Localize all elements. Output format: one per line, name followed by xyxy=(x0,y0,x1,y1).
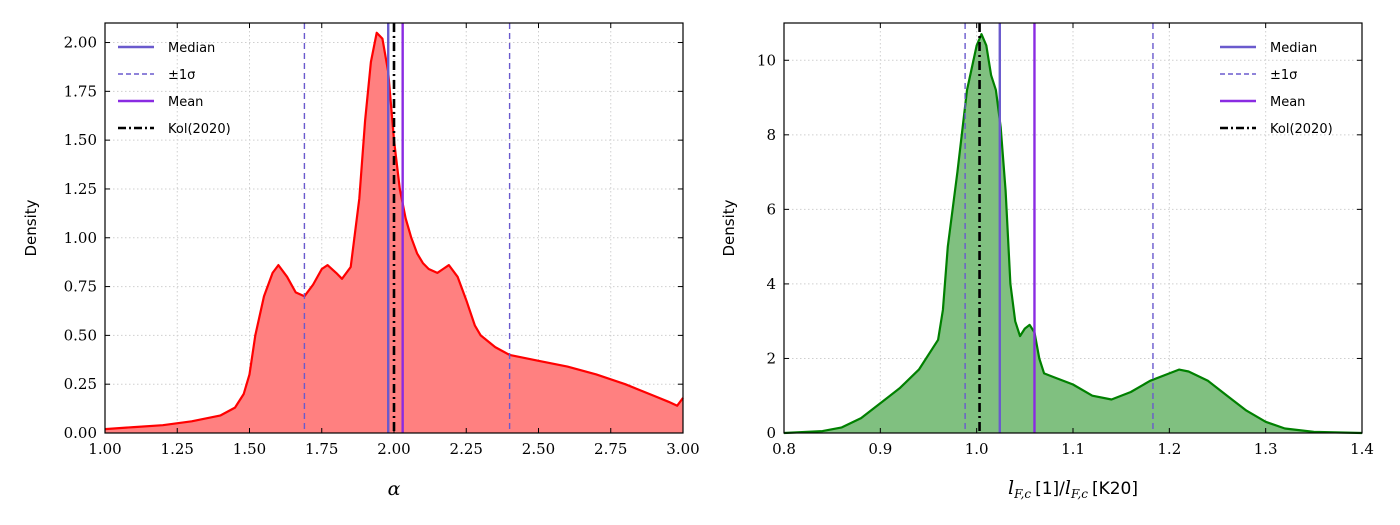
y-tick-label: 0.50 xyxy=(64,326,97,344)
right-grid xyxy=(783,23,1363,434)
left-chart: 1.00 1.25 1.50 1.75 2.00 2.25 2.50 2.75 3.00 0.00… xyxy=(22,22,700,500)
legend-label: Mean xyxy=(1270,95,1305,110)
x-tick-label: 2.25 xyxy=(450,440,483,458)
legend-label: Median xyxy=(1270,41,1317,56)
x-label-mid: [1]/ xyxy=(1035,479,1065,499)
right-x-axis-label: lF,c [1]/lF,c [K20] xyxy=(1008,477,1138,501)
x-tick-label: 1.2 xyxy=(1157,440,1181,458)
x-tick-label: 2.75 xyxy=(594,440,627,458)
x-tick-label: 0.9 xyxy=(868,440,892,458)
x-tick-label: 1.3 xyxy=(1254,440,1278,458)
x-tick-label: 1.4 xyxy=(1350,440,1374,458)
x-label-l1: l xyxy=(1008,477,1014,499)
right-ticks: 0.8 0.9 1.0 1.1 1.2 1.3 1.4 0 2 4 6 8 10 xyxy=(757,23,1374,458)
x-tick-label: 1.1 xyxy=(1061,440,1085,458)
x-tick-label: 0.8 xyxy=(772,440,796,458)
y-tick-label: 0.75 xyxy=(64,278,97,296)
x-tick-label: 1.25 xyxy=(161,440,194,458)
y-tick-label: 0 xyxy=(766,424,776,442)
y-tick-label: 4 xyxy=(766,275,776,293)
x-tick-label: 1.75 xyxy=(305,440,338,458)
y-tick-label: 1.50 xyxy=(64,131,97,149)
right-density-line xyxy=(783,33,1363,435)
y-tick-label: 2.00 xyxy=(64,34,97,52)
right-legend: Median ±1σ Mean Kol(2020) xyxy=(1220,41,1333,137)
legend-label: Mean xyxy=(168,95,203,110)
x-label-end: [K20] xyxy=(1092,479,1138,499)
y-tick-label: 2 xyxy=(766,349,776,367)
left-reference-lines xyxy=(303,23,511,433)
y-tick-label: 0.00 xyxy=(64,424,97,442)
x-tick-label: 2.50 xyxy=(522,440,555,458)
right-reference-lines xyxy=(964,23,1154,433)
left-x-axis-label: α xyxy=(388,478,401,500)
y-tick-label: 10 xyxy=(757,51,776,69)
x-tick-label: 2.00 xyxy=(377,440,410,458)
left-y-axis-label: Density xyxy=(22,199,40,256)
x-tick-label: 1.0 xyxy=(965,440,989,458)
x-label-sub2: F,c xyxy=(1070,487,1088,501)
left-legend: Median ±1σ Mean Kol(2020) xyxy=(118,41,231,137)
y-tick-label: 1.75 xyxy=(64,82,97,100)
legend-label: ±1σ xyxy=(1270,68,1297,83)
y-tick-label: 6 xyxy=(766,200,776,218)
y-tick-label: 0.25 xyxy=(64,375,97,393)
legend-label: Kol(2020) xyxy=(168,122,231,137)
x-label-sub1: F,c xyxy=(1013,487,1031,501)
x-label-l2: l xyxy=(1065,477,1071,499)
x-tick-label: 3.00 xyxy=(666,440,699,458)
left-ticks: 1.00 1.25 1.50 1.75 2.00 2.25 2.50 2.75 3.00 0.00… xyxy=(64,23,700,458)
y-tick-label: 1.00 xyxy=(64,229,97,247)
legend-label: Kol(2020) xyxy=(1270,122,1333,137)
y-tick-label: 1.25 xyxy=(64,180,97,198)
right-y-axis-label: Density xyxy=(720,199,738,256)
x-tick-label: 1.00 xyxy=(88,440,121,458)
x-tick-label: 1.50 xyxy=(233,440,266,458)
left-density-line xyxy=(104,31,684,431)
legend-label: ±1σ xyxy=(168,68,195,83)
legend-label: Median xyxy=(168,41,215,56)
y-tick-label: 8 xyxy=(766,126,776,144)
